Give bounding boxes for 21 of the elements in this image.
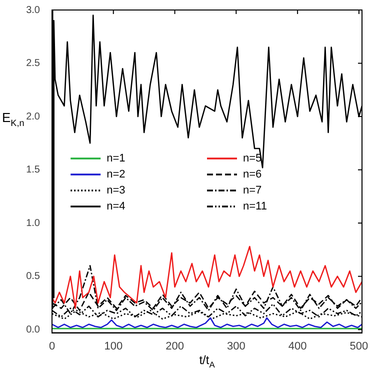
legend-label: n=2: [106, 168, 126, 181]
y-tick-label: 1.0: [26, 218, 40, 229]
x-tick-label: 400: [288, 340, 307, 352]
y-tick-label: 2.5: [26, 58, 40, 70]
y-tick-label: 2.0: [26, 111, 40, 122]
legend-label: n=3: [106, 184, 126, 197]
x-tick-label: 500: [350, 340, 368, 352]
y-tick-label: 3.0: [26, 4, 40, 16]
legend-label: n=1: [106, 152, 126, 165]
x-tick-label: 200: [166, 340, 184, 352]
y-tick-label: 0.0: [26, 324, 40, 336]
y-tick-label: 1.5: [26, 164, 40, 176]
y-tick-label: 0.5: [26, 271, 40, 282]
legend-label: n=11: [243, 200, 267, 213]
legend-label: n=5: [243, 152, 262, 165]
legend-label: n=4: [106, 200, 126, 213]
legend-label: n=6: [243, 168, 262, 181]
x-tick-label: 100: [104, 340, 123, 352]
x-tick-label: 300: [226, 340, 246, 352]
x-tick-label: 0: [48, 340, 56, 352]
legend-label: n=7: [243, 184, 262, 197]
